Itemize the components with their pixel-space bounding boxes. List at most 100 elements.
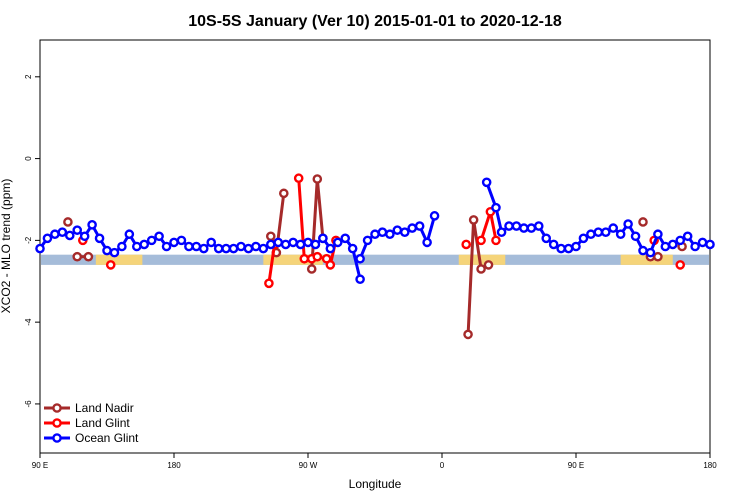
ocean-glint-point-0-35 bbox=[295, 239, 306, 250]
ocean-glint-point-2-27 bbox=[682, 231, 693, 242]
land-glint-point-4-0 bbox=[461, 239, 471, 250]
land-region-0 bbox=[95, 254, 143, 265]
ocean-glint-point-0-3 bbox=[57, 227, 68, 237]
y-tick-label-2: -2 bbox=[24, 236, 33, 244]
ocean-glint-point-2-11 bbox=[563, 243, 574, 254]
ocean-glint-point-0-23 bbox=[206, 237, 217, 248]
ocean-glint-point-0-40 bbox=[332, 237, 343, 248]
x-tick-label-1: 180 bbox=[167, 461, 181, 470]
land-glint-point-2-0 bbox=[264, 278, 274, 289]
ocean-glint-point-0-17 bbox=[161, 241, 172, 252]
ocean-glint-point-2-12 bbox=[571, 241, 581, 252]
ocean-glint-point-2-5 bbox=[519, 223, 529, 233]
ocean-glint-point-1-10 bbox=[429, 211, 440, 221]
ocean-glint-point-2-4 bbox=[511, 221, 522, 231]
ocean-glint-point-1-5 bbox=[392, 225, 403, 235]
land-glint-point-3-0 bbox=[293, 173, 304, 184]
ocean-glint-point-0-34 bbox=[288, 237, 298, 248]
ocean-glint-point-0-29 bbox=[251, 241, 261, 252]
x-axis-label: Longitude bbox=[349, 477, 402, 491]
ocean-glint-point-0-21 bbox=[191, 241, 202, 252]
ocean-glint-point-2-16 bbox=[600, 227, 611, 237]
ocean-glint-point-0-30 bbox=[258, 243, 269, 254]
ocean-glint-point-0-27 bbox=[236, 241, 246, 252]
ocean-glint-point-0-5 bbox=[72, 225, 83, 235]
land-glint-point-3-5 bbox=[325, 260, 336, 270]
legend-marker-land-nadir bbox=[52, 403, 62, 413]
ocean-glint-point-2-3 bbox=[504, 221, 514, 231]
ocean-glint-point-0-31 bbox=[265, 239, 276, 250]
series-ocean-glint bbox=[35, 177, 715, 285]
land-region-1 bbox=[263, 254, 323, 265]
x-tick-label-3: 0 bbox=[440, 461, 445, 470]
ocean-glint-point-0-38 bbox=[318, 233, 328, 244]
ocean-glint-point-2-14 bbox=[586, 229, 596, 240]
ocean-glint-point-0-41 bbox=[340, 233, 351, 244]
ocean-glint-point-2-24 bbox=[660, 241, 671, 252]
axes-layer: 90 E 180 90 W 0 90 E 180 -6 -4 -2 0 2 bbox=[24, 74, 717, 470]
ocean-glint-point-1-6 bbox=[399, 227, 410, 237]
x-tick-label-0: 90 E bbox=[32, 461, 48, 470]
ocean-glint-point-1-9 bbox=[422, 237, 432, 248]
ocean-glint-point-0-1 bbox=[42, 233, 53, 244]
ocean-glint-point-0-15 bbox=[146, 235, 157, 246]
ocean-glint-point-1-3 bbox=[377, 227, 388, 237]
ocean-glint-point-1-4 bbox=[385, 229, 395, 240]
ocean-glint-point-2-7 bbox=[533, 221, 544, 231]
ocean-glint-point-0-11 bbox=[117, 241, 127, 252]
ocean-glint-point-0-20 bbox=[184, 241, 194, 252]
ocean-glint-point-0-8 bbox=[94, 233, 105, 244]
ocean-glint-point-0-39 bbox=[325, 243, 336, 254]
ocean-glint-line-1 bbox=[358, 215, 437, 260]
land-region-3 bbox=[620, 254, 673, 265]
ocean-glint-point-2-10 bbox=[556, 243, 566, 254]
land-glint-point-3-1 bbox=[299, 253, 310, 264]
x-tick-label-2: 90 W bbox=[299, 461, 318, 470]
series-layer bbox=[35, 173, 715, 340]
y-tick-label-4: 2 bbox=[24, 74, 33, 79]
land-nadir-point-4-1 bbox=[468, 215, 479, 225]
ocean-glint-point-2-25 bbox=[667, 239, 678, 250]
legend-label-land-nadir: Land Nadir bbox=[75, 401, 134, 415]
ocean-glint-point-0-25 bbox=[221, 243, 231, 254]
land-glint-point-5-0 bbox=[476, 235, 486, 246]
ocean-glint-point-2-6 bbox=[526, 223, 537, 233]
ocean-glint-point-0-4 bbox=[64, 230, 75, 241]
ocean-glint-point-2-0 bbox=[481, 177, 492, 188]
land-glint-line-2 bbox=[267, 244, 276, 284]
ocean-glint-point-0-32 bbox=[273, 237, 284, 248]
y-tick-label-3: 0 bbox=[24, 156, 33, 161]
land-nadir-point-2-0 bbox=[265, 231, 276, 242]
land-nadir-point-1-0 bbox=[72, 251, 83, 262]
ocean-glint-point-2-18 bbox=[615, 229, 626, 240]
legend-marker-land-glint bbox=[52, 418, 62, 428]
land-nadir-point-3-0 bbox=[306, 264, 317, 274]
ocean-glint-point-2-13 bbox=[578, 233, 589, 244]
land-region-2 bbox=[458, 254, 506, 265]
background-band bbox=[41, 254, 709, 265]
y-tick-label-0: -6 bbox=[24, 400, 33, 408]
ocean-glint-point-0-28 bbox=[243, 243, 254, 254]
ocean-glint-point-0-14 bbox=[139, 239, 150, 250]
ocean-glint-point-0-0 bbox=[35, 243, 45, 254]
ocean-glint-point-0-16 bbox=[154, 231, 164, 242]
ocean-glint-point-1-2 bbox=[370, 229, 380, 240]
ocean-glint-point-1-8 bbox=[414, 221, 425, 231]
ocean-glint-point-1-1 bbox=[362, 235, 373, 246]
ocean-glint-point-1-7 bbox=[407, 223, 418, 233]
ocean-glint-point-0-33 bbox=[280, 239, 291, 250]
ocean-glint-point-2-2 bbox=[496, 227, 507, 237]
ocean-glint-point-0-2 bbox=[50, 229, 60, 240]
ocean-glint-point-0-18 bbox=[169, 237, 179, 248]
y-axis-label: XCO2 - MLO trend (ppm) bbox=[0, 179, 13, 314]
ocean-glint-point-0-12 bbox=[124, 229, 135, 240]
ocean-glint-point-2-20 bbox=[630, 231, 641, 242]
ocean-glint-point-0-42 bbox=[347, 243, 358, 254]
ocean-glint-point-0-43 bbox=[355, 274, 365, 285]
legend-label-land-glint: Land Glint bbox=[75, 416, 130, 430]
ocean-glint-point-2-22 bbox=[645, 247, 656, 258]
x-tick-label-4: 90 E bbox=[568, 461, 584, 470]
ocean-glint-point-0-13 bbox=[131, 241, 142, 252]
land-nadir-point-3-1 bbox=[312, 174, 323, 184]
